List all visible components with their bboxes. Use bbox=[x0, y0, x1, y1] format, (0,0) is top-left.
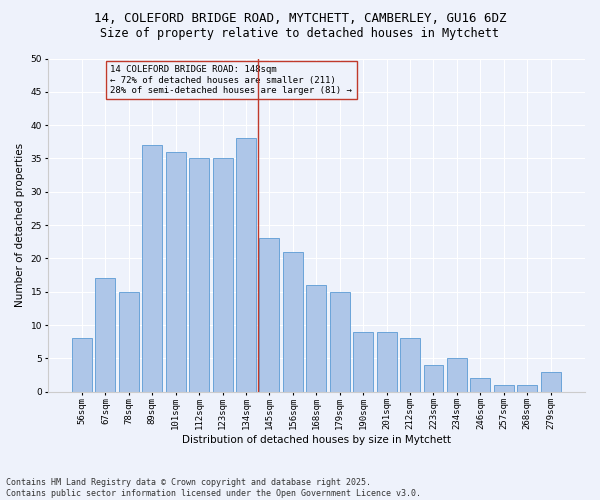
Bar bbox=[353, 332, 373, 392]
Text: Size of property relative to detached houses in Mytchett: Size of property relative to detached ho… bbox=[101, 28, 499, 40]
Bar bbox=[236, 138, 256, 392]
Bar bbox=[470, 378, 490, 392]
Bar bbox=[72, 338, 92, 392]
Text: Contains HM Land Registry data © Crown copyright and database right 2025.
Contai: Contains HM Land Registry data © Crown c… bbox=[6, 478, 421, 498]
Bar bbox=[330, 292, 350, 392]
Bar bbox=[283, 252, 303, 392]
Text: 14 COLEFORD BRIDGE ROAD: 148sqm
← 72% of detached houses are smaller (211)
28% o: 14 COLEFORD BRIDGE ROAD: 148sqm ← 72% of… bbox=[110, 65, 352, 95]
Bar bbox=[517, 385, 537, 392]
Text: 14, COLEFORD BRIDGE ROAD, MYTCHETT, CAMBERLEY, GU16 6DZ: 14, COLEFORD BRIDGE ROAD, MYTCHETT, CAMB… bbox=[94, 12, 506, 26]
Bar bbox=[447, 358, 467, 392]
Bar bbox=[377, 332, 397, 392]
Bar bbox=[541, 372, 560, 392]
Bar bbox=[494, 385, 514, 392]
Bar bbox=[400, 338, 420, 392]
Bar bbox=[259, 238, 280, 392]
Bar bbox=[212, 158, 233, 392]
Bar bbox=[95, 278, 115, 392]
Bar bbox=[189, 158, 209, 392]
Bar bbox=[307, 285, 326, 392]
Bar bbox=[119, 292, 139, 392]
Y-axis label: Number of detached properties: Number of detached properties bbox=[15, 143, 25, 307]
Bar bbox=[142, 145, 162, 392]
Bar bbox=[424, 365, 443, 392]
Bar bbox=[166, 152, 185, 392]
X-axis label: Distribution of detached houses by size in Mytchett: Distribution of detached houses by size … bbox=[182, 435, 451, 445]
